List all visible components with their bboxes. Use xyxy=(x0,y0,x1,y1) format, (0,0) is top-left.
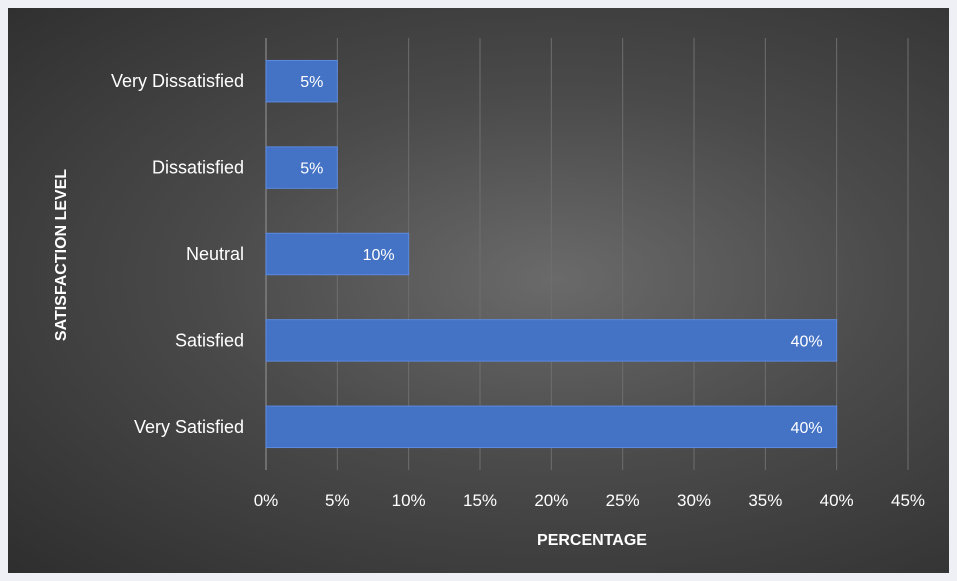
labels: 0% 5% 10% 15% 20% 25% 30% 35% 40% 45% Very Dissati… xyxy=(111,71,925,510)
bar-chart: 0% 5% 10% 15% 20% 25% 30% 35% 40% 45% Very Dissati… xyxy=(53,38,925,549)
category-label: Very Dissatisfied xyxy=(111,71,244,91)
data-label: 40% xyxy=(791,333,823,350)
category-label: Dissatisfied xyxy=(152,158,244,178)
data-label: 5% xyxy=(300,74,323,91)
x-tick-label: 10% xyxy=(392,491,426,510)
x-tick-label: 40% xyxy=(820,491,854,510)
bars xyxy=(265,59,838,449)
bar xyxy=(265,405,838,449)
x-tick-label: 25% xyxy=(606,491,640,510)
data-label: 10% xyxy=(363,247,395,264)
y-axis-title: SATISFACTION LEVEL xyxy=(53,169,70,341)
x-tick-label: 0% xyxy=(254,491,279,510)
bar xyxy=(265,59,338,103)
x-tick-label: 20% xyxy=(534,491,568,510)
x-tick-label: 5% xyxy=(325,491,350,510)
x-tick-label: 45% xyxy=(891,491,925,510)
chart-frame: 0% 5% 10% 15% 20% 25% 30% 35% 40% 45% Very Dissati… xyxy=(8,8,949,573)
category-label: Neutral xyxy=(186,244,244,264)
category-label: Satisfied xyxy=(175,330,244,350)
bar xyxy=(265,319,838,362)
x-tick-label: 35% xyxy=(748,491,782,510)
data-label: 5% xyxy=(300,161,323,178)
bar xyxy=(265,146,338,189)
gridlines xyxy=(265,38,909,470)
bar xyxy=(265,232,410,276)
x-axis-title: PERCENTAGE xyxy=(537,532,647,549)
data-label: 40% xyxy=(791,420,823,437)
x-tick-label: 15% xyxy=(463,491,497,510)
x-tick-label: 30% xyxy=(677,491,711,510)
category-label: Very Satisfied xyxy=(134,417,244,437)
